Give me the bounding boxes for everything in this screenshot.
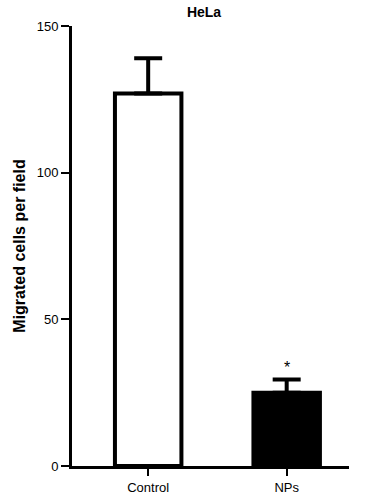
svg-text:50: 50 xyxy=(44,312,58,327)
svg-text:100: 100 xyxy=(37,165,59,180)
svg-text:Control: Control xyxy=(127,480,169,495)
svg-text:Migrated cells per field: Migrated cells per field xyxy=(11,159,28,332)
svg-text:0: 0 xyxy=(51,459,58,474)
svg-text:*: * xyxy=(284,359,290,376)
svg-text:HeLa: HeLa xyxy=(187,4,221,20)
svg-text:NPs: NPs xyxy=(274,480,299,495)
svg-text:150: 150 xyxy=(37,19,59,34)
